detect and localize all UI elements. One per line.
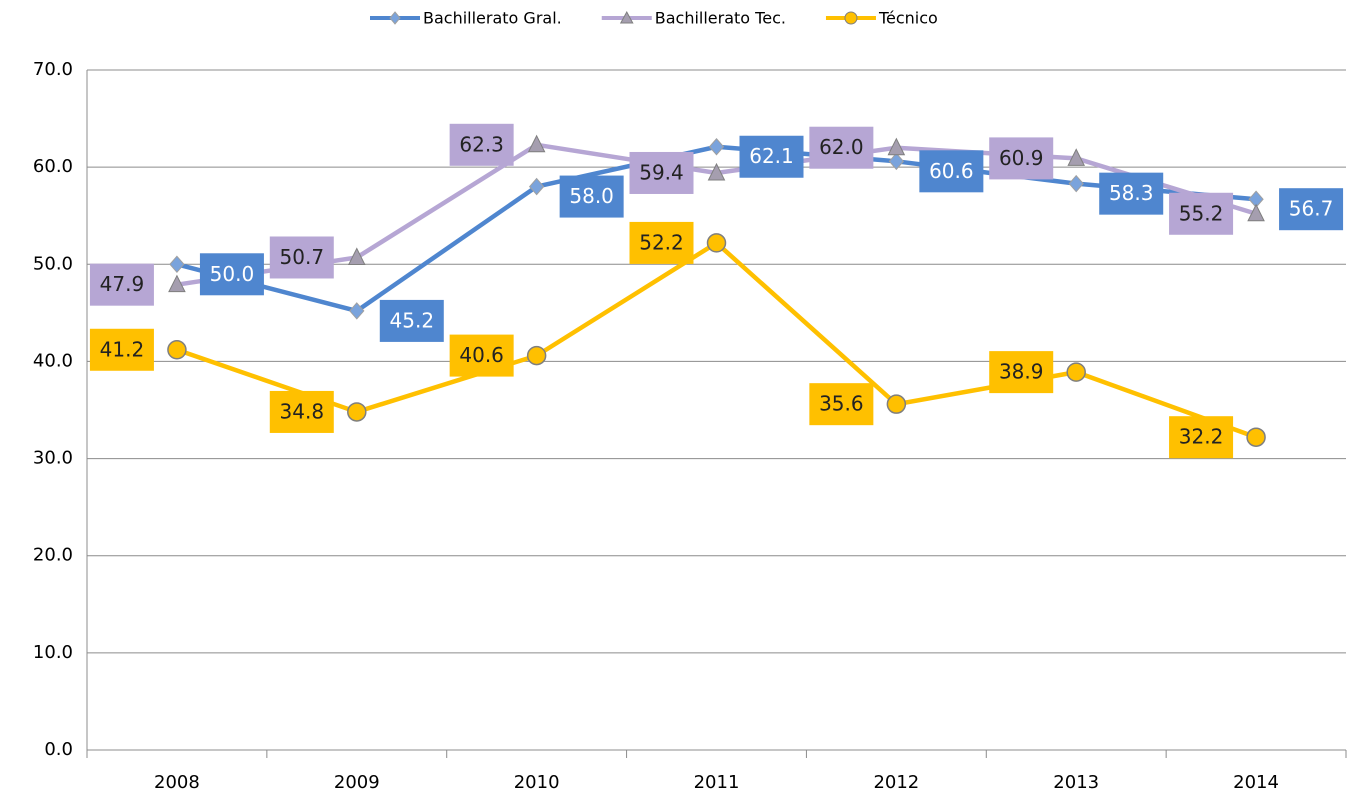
point (708, 234, 726, 252)
y-tick-label: 50.0 (33, 253, 73, 274)
legend-label: Bachillerato Tec. (655, 9, 786, 28)
data-label: 58.3 (1109, 181, 1154, 205)
data-label: 60.6 (929, 159, 974, 183)
data-label: 47.9 (100, 272, 145, 296)
legend-marker (845, 12, 857, 24)
data-label: 55.2 (1179, 201, 1224, 225)
y-tick-label: 70.0 (33, 59, 73, 80)
x-tick-label: 2010 (514, 772, 560, 793)
y-tick-label: 60.0 (33, 156, 73, 177)
data-label: 32.2 (1179, 425, 1224, 449)
x-tick-label: 2012 (873, 772, 919, 793)
point (1247, 428, 1265, 446)
x-tick-label: 2013 (1053, 772, 1099, 793)
point (710, 139, 724, 155)
point (348, 403, 366, 421)
x-tick-label: 2011 (694, 772, 740, 793)
data-label: 62.1 (749, 144, 794, 168)
data-label: 60.9 (999, 146, 1044, 170)
data-label: 58.0 (569, 184, 614, 208)
point (528, 347, 546, 365)
y-tick-label: 30.0 (33, 448, 73, 469)
point (1067, 363, 1085, 381)
x-tick-label: 2008 (154, 772, 200, 793)
data-label: 35.6 (819, 392, 864, 416)
point (1069, 176, 1083, 192)
data-label: 50.0 (210, 262, 255, 286)
y-tick-label: 20.0 (33, 545, 73, 566)
data-label: 62.3 (459, 132, 504, 156)
point (887, 395, 905, 413)
y-tick-label: 40.0 (33, 350, 73, 371)
page: 0.0 10.0 20.0 30.0 40.0 50.0 60.0 70.0 2008 2009 2… (0, 0, 1354, 801)
x-tick-label: 2009 (334, 772, 380, 793)
legend-marker (390, 12, 400, 24)
point (170, 256, 184, 272)
data-label: 50.7 (280, 245, 325, 269)
data-label: 56.7 (1289, 197, 1334, 221)
series-line (177, 243, 1256, 437)
legend-symbol (845, 12, 857, 24)
data-label: 59.4 (639, 160, 684, 184)
y-tick-label: 0.0 (44, 739, 73, 760)
chart: 0.0 10.0 20.0 30.0 40.0 50.0 60.0 70.0 2008 2009 2… (0, 0, 1354, 797)
point (168, 341, 186, 359)
data-label: 45.2 (390, 308, 435, 332)
data-label: 34.8 (280, 399, 325, 423)
legend-label: Técnico (878, 9, 938, 28)
data-label: 40.6 (459, 343, 504, 367)
data-label: 38.9 (999, 360, 1044, 384)
data-label: 41.2 (100, 337, 145, 361)
x-tick-label: 2014 (1233, 772, 1279, 793)
y-tick-label: 10.0 (33, 642, 73, 663)
legend-symbol (390, 12, 400, 24)
data-label: 62.0 (819, 135, 864, 159)
data-label: 52.2 (639, 230, 684, 254)
legend-label: Bachillerato Gral. (423, 9, 562, 28)
